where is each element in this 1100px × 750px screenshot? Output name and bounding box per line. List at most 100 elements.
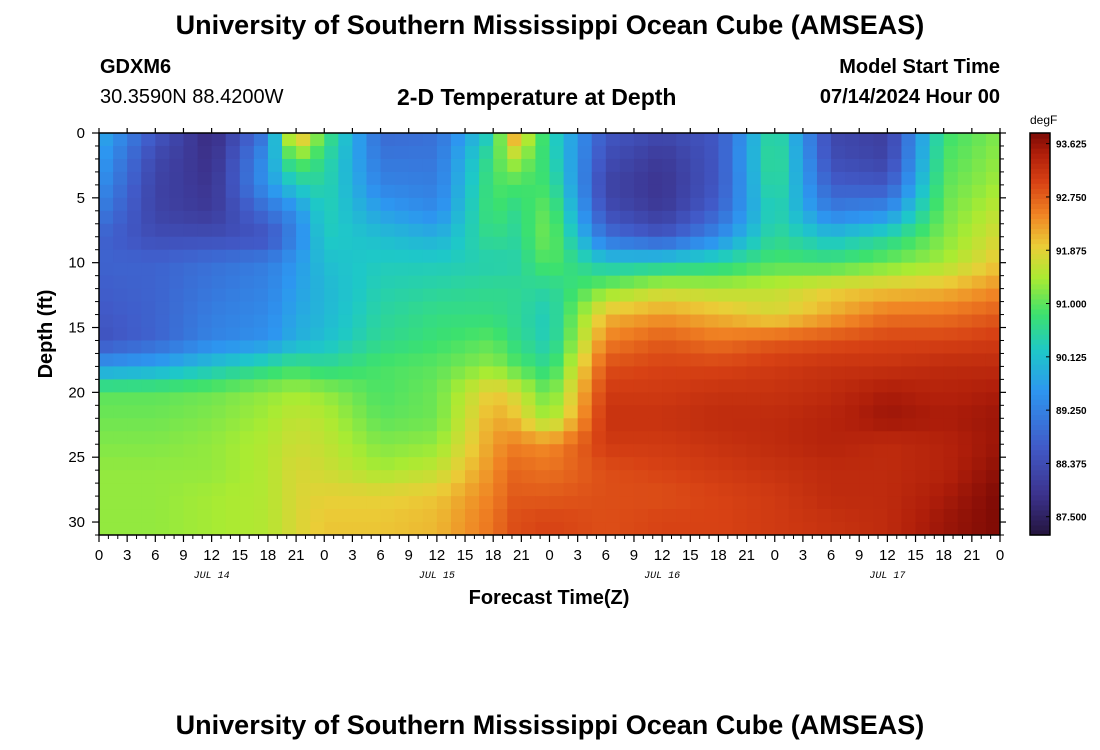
heatmap-cell xyxy=(957,379,973,393)
heatmap-cell xyxy=(493,522,508,535)
colorbar-swatch xyxy=(1030,153,1050,159)
x-date-label: JUL 15 xyxy=(419,571,455,582)
y-tick-label: 25 xyxy=(68,449,85,466)
heatmap-cell xyxy=(774,444,790,458)
heatmap-cell xyxy=(394,353,410,368)
heatmap-cell xyxy=(859,314,874,329)
heatmap-cell xyxy=(704,470,720,484)
heatmap-cell xyxy=(296,405,311,419)
heatmap-cell xyxy=(591,470,607,484)
heatmap-cell xyxy=(479,340,494,355)
heatmap-cell xyxy=(549,275,565,290)
heatmap-cell xyxy=(352,301,368,316)
heatmap-cell xyxy=(619,184,635,199)
heatmap-cell xyxy=(155,353,170,368)
heatmap-cell xyxy=(802,184,818,199)
heatmap-cell xyxy=(648,223,663,238)
heatmap-cell xyxy=(338,405,354,419)
heatmap-cell xyxy=(239,405,255,419)
heatmap-cell xyxy=(465,145,480,160)
heatmap-cell xyxy=(310,405,325,419)
heatmap-cell xyxy=(816,223,832,238)
heatmap-cell xyxy=(633,509,649,523)
heatmap-cell xyxy=(239,223,255,238)
heatmap-cell xyxy=(971,327,987,342)
heatmap-cell xyxy=(563,133,579,147)
heatmap-cell xyxy=(873,509,888,523)
heatmap-cell xyxy=(338,392,354,406)
heatmap-cell xyxy=(943,301,959,316)
heatmap-cell xyxy=(802,496,818,510)
heatmap-cell xyxy=(619,171,635,186)
heatmap-cell xyxy=(169,197,185,212)
heatmap-cell xyxy=(577,262,593,277)
heatmap-cell xyxy=(408,444,424,458)
heatmap-cell xyxy=(183,288,199,303)
heatmap-cell xyxy=(648,249,663,264)
heatmap-cell xyxy=(450,145,466,160)
repeated-page-title: University of Southern Mississippi Ocean… xyxy=(175,710,925,740)
heatmap-cell xyxy=(521,223,537,238)
heatmap-cell xyxy=(648,340,663,355)
heatmap-cell xyxy=(197,405,213,419)
heatmap-cell xyxy=(633,301,649,316)
heatmap-cell xyxy=(183,236,199,251)
heatmap-cell xyxy=(324,392,339,406)
heatmap-cell xyxy=(465,470,480,484)
heatmap-cell xyxy=(676,145,691,160)
colorbar-swatch xyxy=(1030,188,1050,194)
heatmap-cell xyxy=(225,366,241,380)
heatmap-cell xyxy=(141,145,156,160)
heatmap-cell xyxy=(915,379,931,393)
heatmap-cell xyxy=(943,366,959,380)
heatmap-cell xyxy=(211,314,227,329)
heatmap-cell xyxy=(465,405,480,419)
heatmap-cell xyxy=(169,340,185,355)
heatmap-cell xyxy=(239,275,255,290)
heatmap-cell xyxy=(450,418,466,432)
heatmap-cell xyxy=(507,314,522,329)
heatmap-cell xyxy=(239,340,255,355)
heatmap-cell xyxy=(197,210,213,225)
heatmap-cell xyxy=(127,171,142,186)
heatmap-cell xyxy=(732,470,748,484)
heatmap-cell xyxy=(831,353,846,368)
heatmap-cell xyxy=(169,314,185,329)
heatmap-cell xyxy=(859,522,874,535)
heatmap-cell xyxy=(366,444,382,458)
heatmap-cell xyxy=(915,171,931,186)
heatmap-cell xyxy=(479,275,494,290)
heatmap-cell xyxy=(366,522,382,535)
heatmap-cell xyxy=(493,457,508,471)
heatmap-cell xyxy=(831,223,846,238)
heatmap-cell xyxy=(479,483,494,497)
heatmap-cell xyxy=(831,522,846,535)
heatmap-cell xyxy=(788,483,804,497)
heatmap-cell xyxy=(901,392,917,406)
heatmap-cell xyxy=(859,249,874,264)
heatmap-cell xyxy=(183,197,199,212)
heatmap-cell xyxy=(873,158,888,173)
heatmap-cell xyxy=(127,340,142,355)
heatmap-cell xyxy=(155,288,170,303)
heatmap-cell xyxy=(563,314,579,329)
heatmap-cell xyxy=(225,470,241,484)
heatmap-cell xyxy=(535,509,551,523)
heatmap-cell xyxy=(845,171,860,186)
heatmap-cell xyxy=(465,431,480,445)
heatmap-cell xyxy=(282,133,297,147)
heatmap-cell xyxy=(619,509,635,523)
heatmap-cell xyxy=(746,418,762,432)
heatmap-cell xyxy=(366,262,382,277)
heatmap-cell xyxy=(718,158,734,173)
heatmap-cell xyxy=(197,496,213,510)
heatmap-cell xyxy=(915,353,931,368)
colorbar-swatch xyxy=(1030,374,1050,380)
heatmap-cell xyxy=(873,223,888,238)
heatmap-cell xyxy=(324,314,339,329)
heatmap-cell xyxy=(971,522,987,535)
heatmap-cell xyxy=(267,483,283,497)
heatmap-cell xyxy=(746,509,762,523)
heatmap-cell xyxy=(113,496,128,510)
heatmap-cell xyxy=(577,288,593,303)
